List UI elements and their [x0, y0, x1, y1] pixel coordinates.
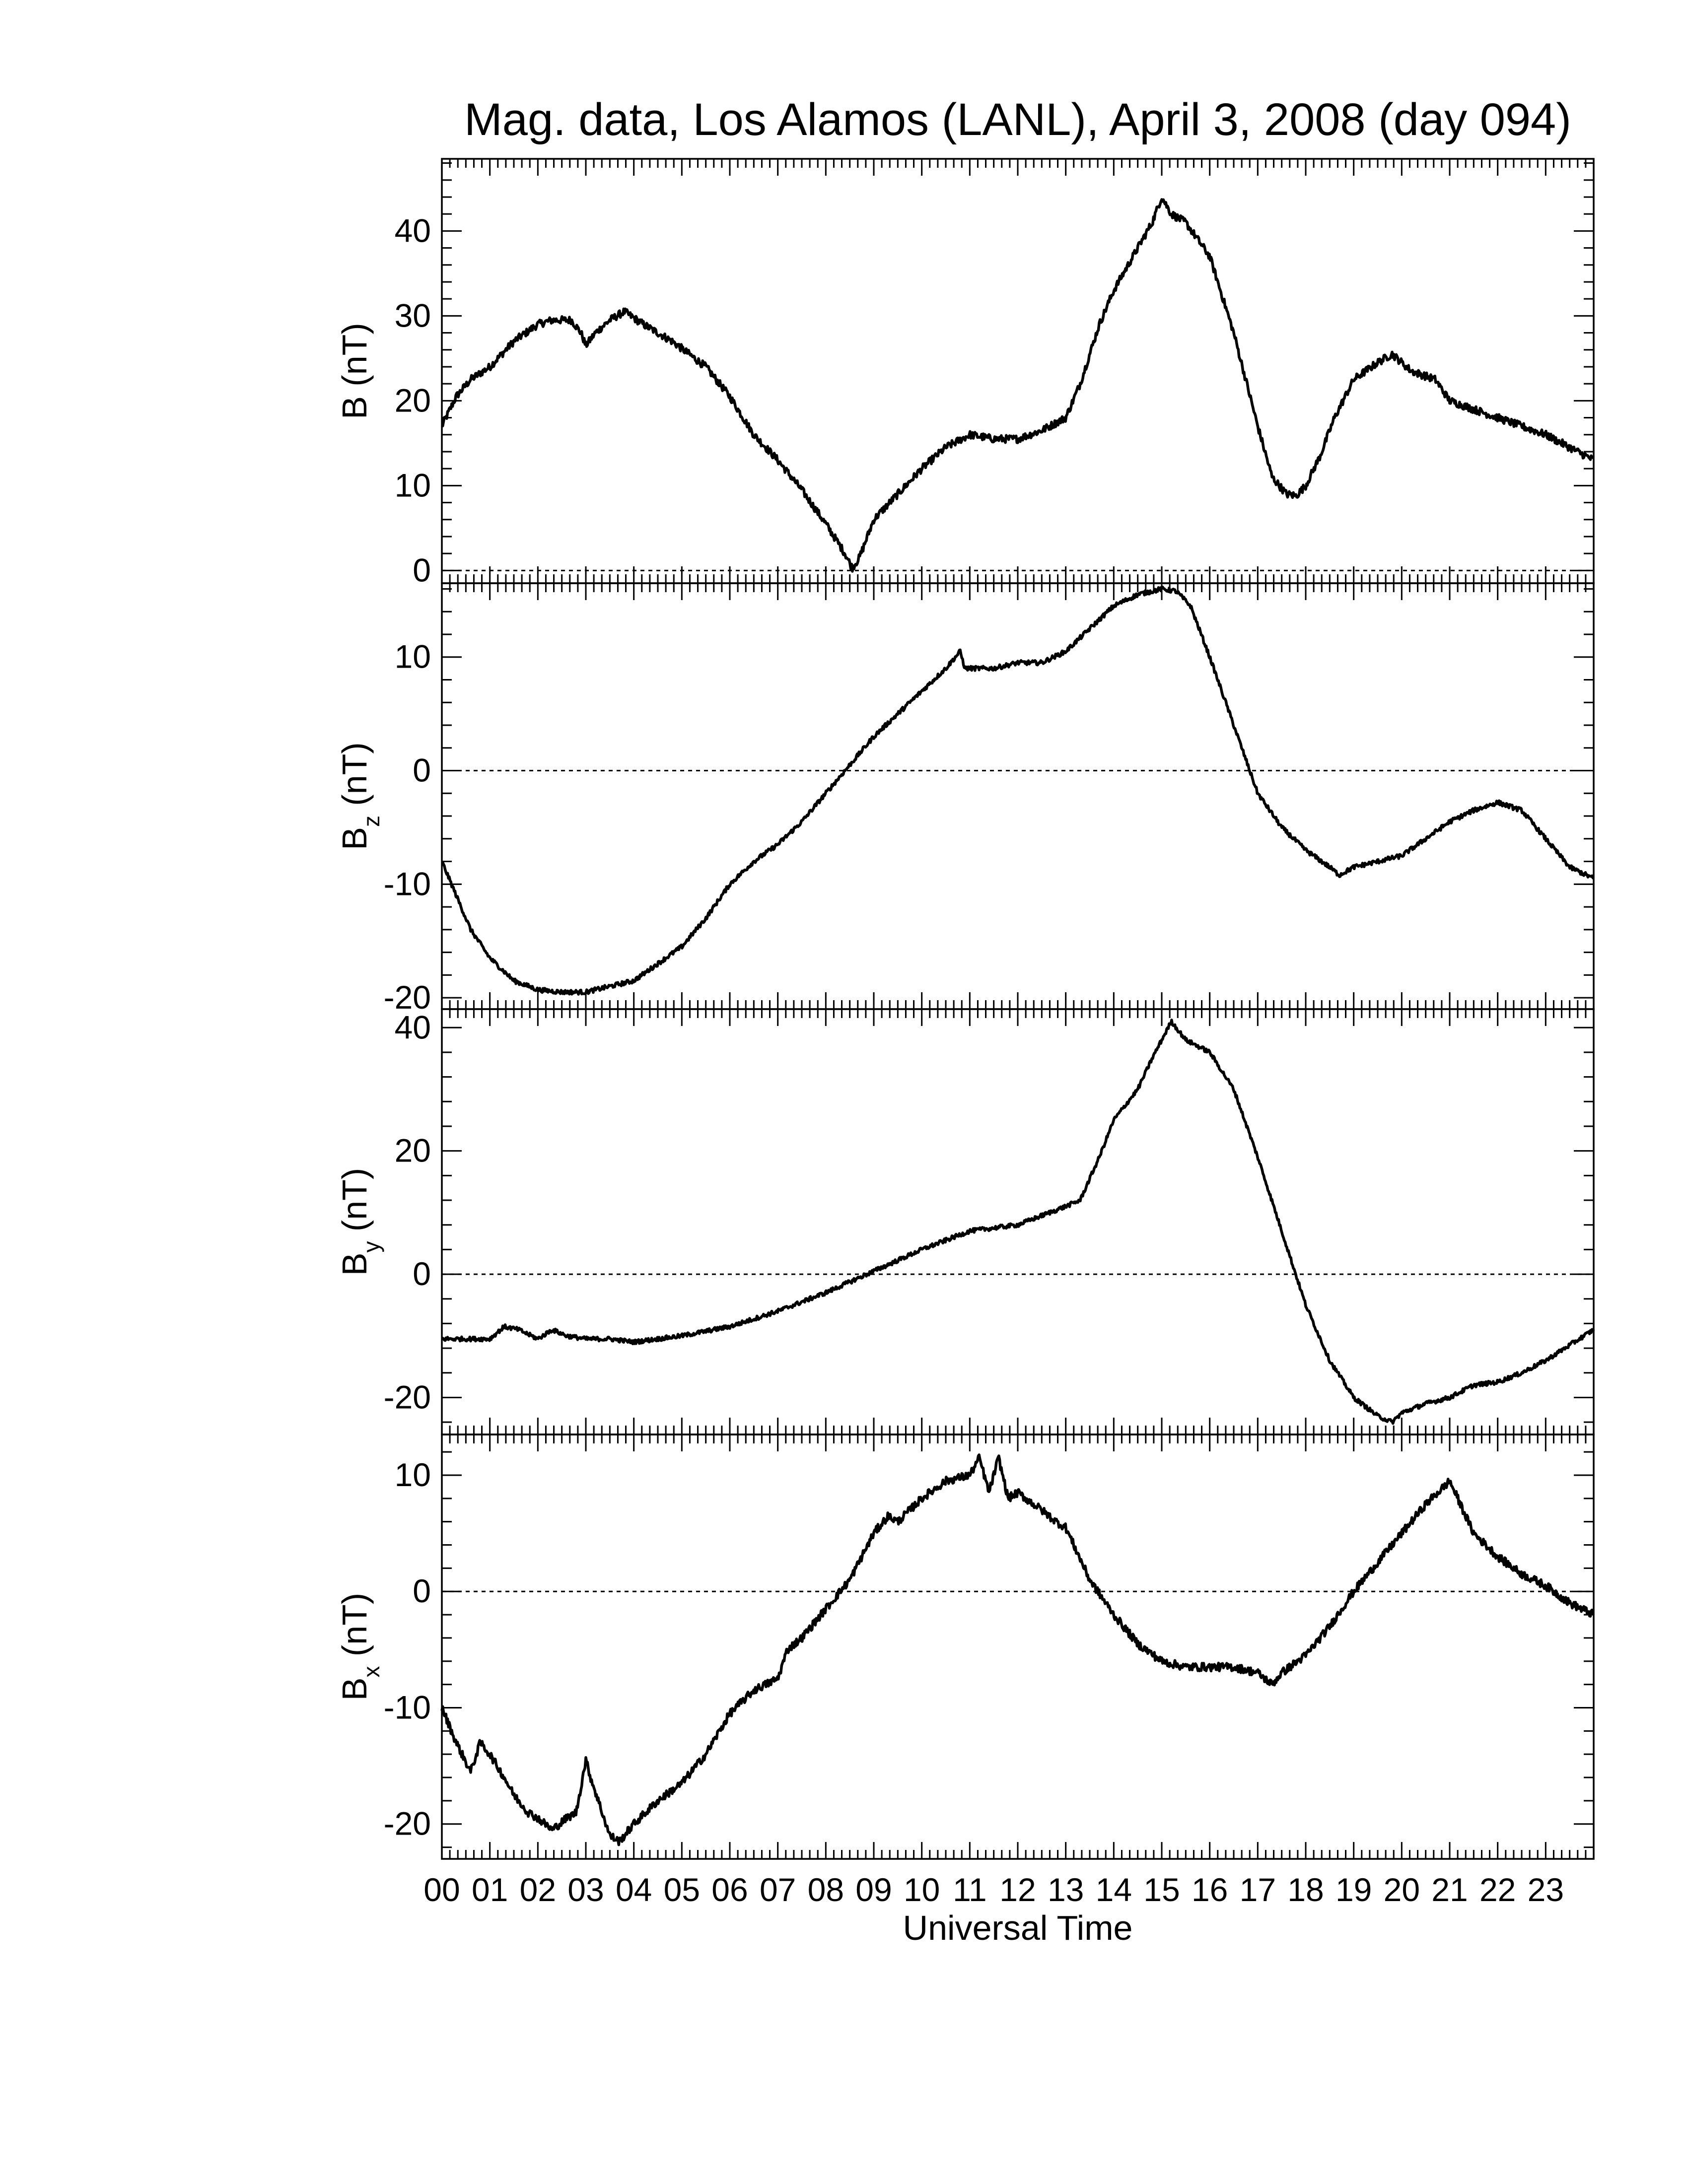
y-tick-label-Bz: -10	[384, 865, 431, 902]
x-tick-label: 00	[423, 1871, 460, 1908]
x-tick-label: 11	[953, 1871, 987, 1908]
x-tick-label: 12	[999, 1871, 1036, 1908]
panel-frame-Bx	[441, 1433, 1595, 1860]
x-tick-label: 03	[567, 1871, 604, 1908]
y-axis-label-Bz: Bz (nT)	[335, 742, 384, 850]
panel-Bz: -20 -10 0 10 Bz (nT)	[335, 582, 1595, 1016]
panel-B: 0 10 20 30 40 B (nT)	[335, 158, 1595, 588]
x-tick-label: 15	[1143, 1871, 1180, 1908]
x-tick-label: 09	[855, 1871, 892, 1908]
x-tick-label: 21	[1431, 1871, 1468, 1908]
x-tick-label: 05	[664, 1871, 700, 1908]
y-tick-label-By: 20	[395, 1132, 431, 1169]
y-tick-label-Bx: 10	[395, 1456, 431, 1493]
y-tick-label-By: 0	[413, 1255, 431, 1292]
y-tick-label-B: 20	[395, 382, 431, 418]
panel-By: -20 0 20 40 By (nT)	[335, 1008, 1595, 1435]
x-tick-label: 16	[1192, 1871, 1228, 1908]
x-tick-label: 07	[760, 1871, 796, 1908]
y-tick-label-Bz: 0	[413, 752, 431, 789]
panels-layer: 0 10 20 30 40 B (nT) -20 -10 0 10 Bz (nT) -20 0 20 40 B…	[335, 158, 1595, 1860]
x-tick-label: 02	[520, 1871, 556, 1908]
series-line-Bz	[441, 585, 1595, 996]
x-tick-label: 08	[808, 1871, 844, 1908]
y-tick-label-Bx: -20	[384, 1805, 431, 1842]
y-axis-label-Bx: Bx (nT)	[335, 1593, 384, 1701]
x-tick-labels: 00 01 02 03 04 05 06 07 08 09 10 11 12 13 14 15 16 17 18 19…	[423, 1871, 1564, 1908]
series-line-Bx	[440, 1453, 1595, 1846]
x-tick-label: 14	[1096, 1871, 1132, 1908]
y-tick-label-Bx: 0	[413, 1572, 431, 1609]
y-tick-label-Bx: -10	[384, 1689, 431, 1725]
y-tick-label-By: -20	[384, 1378, 431, 1415]
x-tick-label: 20	[1384, 1871, 1420, 1908]
y-axis-label-B: B (nT)	[335, 323, 374, 419]
x-tick-label: 22	[1479, 1871, 1516, 1908]
y-tick-label-B: 0	[413, 551, 431, 588]
y-tick-label-B: 40	[395, 212, 431, 249]
y-tick-label-B: 30	[395, 297, 431, 334]
y-tick-label-By: 40	[395, 1009, 431, 1045]
panel-frame-B	[441, 158, 1595, 584]
x-tick-label: 19	[1336, 1871, 1372, 1908]
y-tick-label-Bz: -20	[384, 979, 431, 1016]
x-tick-label: 17	[1240, 1871, 1276, 1908]
x-tick-label: 04	[616, 1871, 652, 1908]
x-axis-label: Universal Time	[903, 1909, 1133, 1947]
x-tick-label: 13	[1048, 1871, 1084, 1908]
series-line-B	[440, 198, 1595, 573]
x-tick-label: 23	[1528, 1871, 1564, 1908]
panel-frame-By	[441, 1008, 1595, 1435]
panel-Bx: -20 -10 0 10 Bx (nT)	[335, 1433, 1595, 1860]
series-line-By	[441, 1019, 1595, 1425]
panel-frame-Bz	[441, 582, 1595, 1010]
x-tick-label: 18	[1287, 1871, 1324, 1908]
y-tick-label-Bz: 10	[395, 638, 431, 675]
chart-title: Mag. data, Los Alamos (LANL), April 3, 2…	[464, 94, 1571, 145]
y-tick-label-B: 10	[395, 467, 431, 503]
x-tick-label: 01	[472, 1871, 508, 1908]
x-tick-label: 10	[904, 1871, 940, 1908]
x-tick-label: 06	[711, 1871, 748, 1908]
y-axis-label-By: By (nT)	[335, 1168, 384, 1276]
